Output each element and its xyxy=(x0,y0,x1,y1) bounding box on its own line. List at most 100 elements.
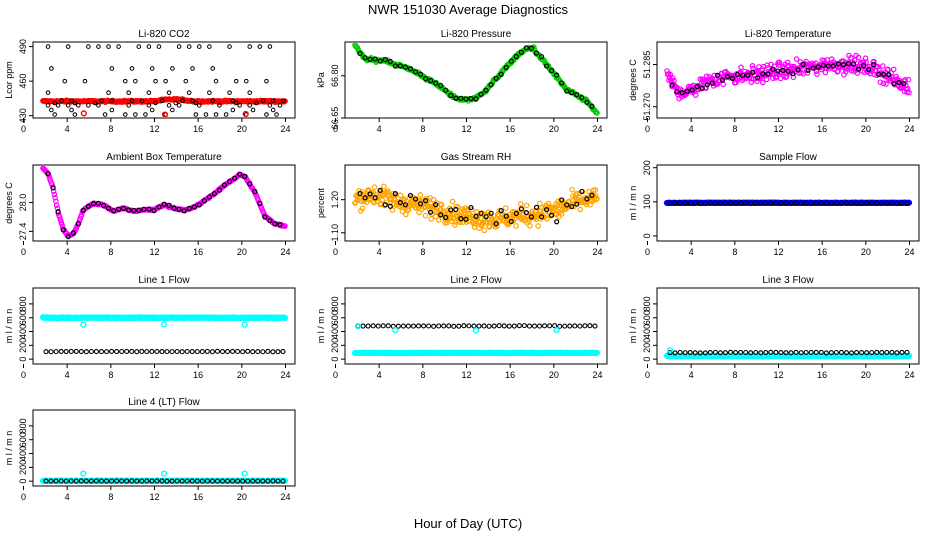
x-tick-label: 8 xyxy=(420,247,425,257)
data-points xyxy=(352,43,600,116)
average-point xyxy=(106,44,111,49)
average-point xyxy=(451,323,457,329)
x-tick-label: 4 xyxy=(689,370,694,380)
average-point xyxy=(257,44,263,49)
average-point xyxy=(102,112,108,117)
average-point xyxy=(738,349,744,355)
average-point xyxy=(114,478,120,484)
average-point xyxy=(748,200,754,206)
average-point xyxy=(422,198,429,204)
average-point xyxy=(554,219,560,225)
average-point xyxy=(407,192,414,199)
average-point xyxy=(717,350,723,356)
average-point xyxy=(825,63,831,69)
x-tick-label: 24 xyxy=(904,124,914,134)
x-tick-label: 20 xyxy=(237,370,247,380)
x-tick-label: 16 xyxy=(193,124,203,134)
average-point xyxy=(161,201,167,207)
average-point xyxy=(69,107,74,113)
average-point xyxy=(260,478,266,484)
average-point xyxy=(845,61,852,67)
average-point xyxy=(377,187,383,193)
average-point xyxy=(422,76,429,82)
average-point xyxy=(582,323,588,329)
average-point xyxy=(828,200,834,206)
average-point xyxy=(176,103,182,108)
average-point xyxy=(493,75,499,81)
average-point xyxy=(211,191,218,197)
x-tick-label: 0 xyxy=(645,247,650,257)
average-point xyxy=(52,112,57,117)
average-point xyxy=(516,323,522,329)
series-point xyxy=(855,54,862,61)
average-point xyxy=(729,75,736,81)
average-point xyxy=(513,210,519,217)
series-point xyxy=(537,200,543,207)
x-tick-label: 16 xyxy=(505,370,515,380)
average-point xyxy=(129,348,135,355)
average-point xyxy=(93,478,99,484)
average-point xyxy=(78,349,84,355)
average-point xyxy=(245,478,251,484)
average-point xyxy=(854,200,860,206)
average-point xyxy=(233,78,239,84)
average-point xyxy=(45,90,51,95)
average-point xyxy=(159,98,165,104)
average-point xyxy=(190,66,195,71)
average-point xyxy=(392,191,398,197)
spike-point xyxy=(242,110,249,117)
average-point xyxy=(433,80,439,86)
average-point xyxy=(129,478,135,484)
average-point xyxy=(270,478,276,484)
average-point xyxy=(410,323,417,329)
x-tick-label: 0 xyxy=(333,370,338,380)
average-point xyxy=(823,350,829,356)
average-point xyxy=(687,200,693,206)
panel-co2: Li-820 CO2 0 4 8 12 16 20 24 430 460 490 Lcor ppm xyxy=(4,29,296,134)
average-point xyxy=(813,200,819,206)
average-point xyxy=(114,348,120,355)
x-tick-label: 24 xyxy=(280,124,290,134)
series-point xyxy=(413,204,420,211)
average-point xyxy=(483,87,489,93)
x-tick-label: 20 xyxy=(237,124,247,134)
average-point xyxy=(395,323,401,329)
average-point xyxy=(164,349,170,355)
y-axis-label: degrees C xyxy=(628,59,638,101)
average-point xyxy=(840,62,847,68)
y-tick-label: 66.65 xyxy=(330,107,340,130)
average-point xyxy=(574,92,580,98)
average-point xyxy=(733,349,739,356)
series-point xyxy=(282,223,288,229)
average-point xyxy=(778,350,784,356)
average-point xyxy=(861,63,867,69)
average-point xyxy=(186,205,192,212)
average-point xyxy=(441,323,447,329)
average-point xyxy=(156,44,162,49)
average-point xyxy=(833,349,839,356)
average-point xyxy=(55,103,61,108)
y-axis-label: m l / m n xyxy=(4,309,14,344)
average-point xyxy=(53,478,59,484)
average-point xyxy=(828,350,834,356)
average-point xyxy=(203,112,209,117)
average-point xyxy=(879,200,885,206)
series-point xyxy=(763,76,770,83)
average-point xyxy=(724,73,731,80)
average-point xyxy=(199,478,205,484)
spike-point xyxy=(392,327,399,334)
average-point xyxy=(402,202,409,208)
average-point xyxy=(448,207,454,213)
average-point xyxy=(86,103,91,108)
average-point xyxy=(176,44,182,49)
average-point xyxy=(110,208,117,214)
data-points xyxy=(663,347,913,360)
average-point xyxy=(191,204,197,210)
series-point xyxy=(59,221,65,228)
average-point xyxy=(219,349,226,355)
average-point xyxy=(186,44,192,49)
average-point xyxy=(93,349,99,355)
average-point xyxy=(380,323,386,329)
x-tick-label: 24 xyxy=(904,247,914,257)
